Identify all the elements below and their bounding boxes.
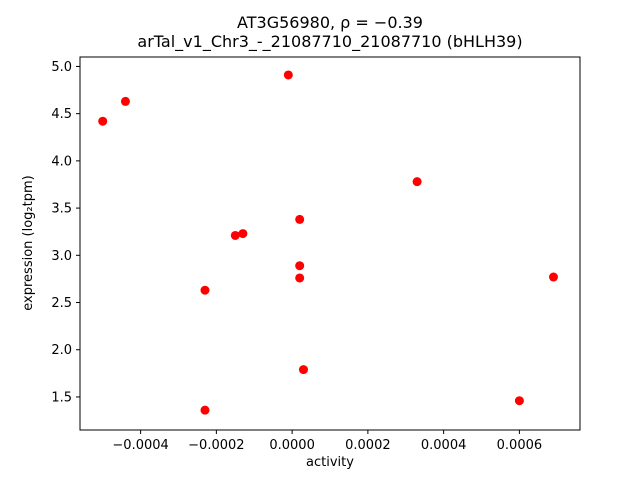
plot-title: AT3G56980, ρ = −0.39 <box>237 13 423 32</box>
x-tick-label: −0.0002 <box>188 438 244 453</box>
data-point <box>200 405 210 415</box>
data-point <box>98 116 108 126</box>
data-point <box>514 396 524 406</box>
plot-subtitle: arTal_v1_Chr3_-_21087710_21087710 (bHLH3… <box>137 32 522 52</box>
data-point <box>548 272 558 282</box>
y-tick-label: 3.0 <box>51 249 72 264</box>
x-tick-label: 0.0000 <box>269 438 315 453</box>
data-point <box>283 70 293 80</box>
data-point <box>200 285 210 295</box>
y-tick-label: 2.0 <box>51 343 72 358</box>
x-tick-label: 0.0004 <box>421 438 467 453</box>
data-point <box>295 261 305 271</box>
y-tick-label: 1.5 <box>51 390 72 405</box>
data-point <box>120 96 130 106</box>
y-tick-label: 4.0 <box>51 154 72 169</box>
y-tick-label: 3.5 <box>51 202 72 217</box>
data-point <box>295 214 305 224</box>
x-axis-label: activity <box>306 455 354 470</box>
plot-area-border <box>79 56 581 431</box>
data-point <box>238 229 248 239</box>
x-tick-label: 0.0006 <box>497 438 543 453</box>
y-axis-label: expression (log₂tpm) <box>21 175 36 310</box>
data-point <box>298 365 308 375</box>
y-tick-label: 5.0 <box>51 60 72 75</box>
x-tick-label: 0.0002 <box>345 438 391 453</box>
x-axis-ticks: −0.0004 −0.0002 0.0000 0.0002 0.0004 0.0006 <box>112 430 542 453</box>
data-point <box>295 273 305 283</box>
y-tick-label: 2.5 <box>51 296 72 311</box>
x-tick-label: −0.0004 <box>112 438 168 453</box>
data-point <box>230 230 240 240</box>
y-axis-ticks: 1.5 2.0 2.5 3.0 3.5 4.0 4.5 5.0 <box>51 60 80 405</box>
y-tick-label: 4.5 <box>51 107 72 122</box>
scatter-points <box>98 70 558 415</box>
data-point <box>412 177 422 187</box>
